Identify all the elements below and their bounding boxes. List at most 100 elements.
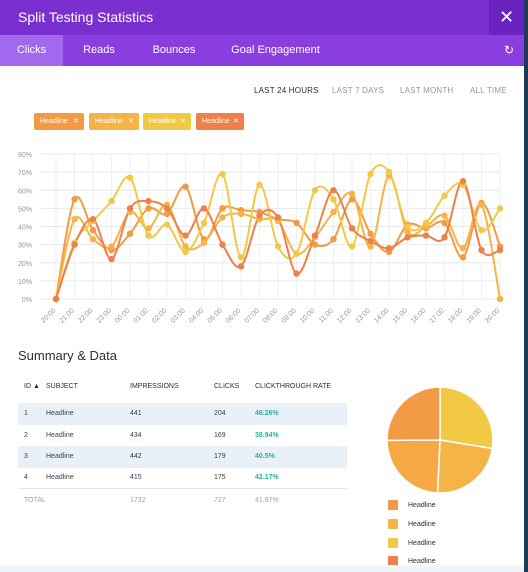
data-point[interactable] bbox=[385, 168, 393, 176]
remove-icon[interactable]: ✕ bbox=[128, 118, 134, 125]
data-point[interactable] bbox=[367, 237, 374, 245]
data-point[interactable] bbox=[441, 234, 448, 241]
data-point[interactable] bbox=[108, 197, 115, 205]
data-point[interactable] bbox=[71, 216, 78, 223]
pie-slice[interactable] bbox=[386, 386, 441, 442]
data-point[interactable] bbox=[496, 246, 504, 254]
data-point[interactable] bbox=[404, 223, 411, 230]
data-point[interactable] bbox=[293, 250, 300, 257]
data-point[interactable] bbox=[404, 228, 411, 236]
data-point[interactable] bbox=[459, 254, 467, 261]
tab-reads[interactable]: Reads bbox=[83, 44, 115, 56]
column-header-impressions[interactable]: IMPRESSIONS bbox=[130, 383, 179, 390]
data-point[interactable] bbox=[108, 243, 115, 250]
data-point[interactable] bbox=[348, 225, 356, 232]
data-point[interactable] bbox=[311, 187, 319, 194]
data-point[interactable] bbox=[163, 210, 171, 218]
pie-slice[interactable] bbox=[439, 386, 494, 450]
data-point[interactable] bbox=[71, 241, 78, 248]
data-point[interactable] bbox=[256, 181, 263, 189]
data-point[interactable] bbox=[348, 196, 356, 203]
data-point[interactable] bbox=[126, 205, 134, 212]
data-point[interactable] bbox=[182, 243, 189, 250]
data-point[interactable] bbox=[311, 232, 319, 239]
data-point[interactable] bbox=[237, 263, 245, 270]
remove-icon[interactable]: ✕ bbox=[233, 118, 239, 125]
data-point[interactable] bbox=[200, 239, 208, 247]
range-last-24-hours[interactable]: LAST 24 HOURS bbox=[254, 86, 319, 95]
data-point[interactable] bbox=[71, 196, 78, 203]
column-header-clicks[interactable]: CLICKS bbox=[214, 383, 240, 390]
data-point[interactable] bbox=[219, 241, 226, 248]
data-point[interactable] bbox=[89, 226, 97, 234]
data-point[interactable] bbox=[163, 221, 171, 228]
data-point[interactable] bbox=[330, 196, 337, 203]
data-point[interactable] bbox=[441, 219, 448, 227]
data-point[interactable] bbox=[459, 177, 467, 185]
data-point[interactable] bbox=[404, 234, 411, 241]
data-point[interactable] bbox=[163, 205, 171, 212]
data-point[interactable] bbox=[237, 210, 245, 218]
data-point[interactable] bbox=[108, 255, 115, 263]
data-point[interactable] bbox=[478, 226, 485, 234]
data-point[interactable] bbox=[478, 246, 485, 254]
data-point[interactable] bbox=[145, 225, 152, 232]
data-point[interactable] bbox=[496, 205, 504, 212]
data-point[interactable] bbox=[52, 295, 60, 303]
data-point[interactable] bbox=[385, 245, 393, 252]
data-point[interactable] bbox=[182, 248, 189, 256]
data-point[interactable] bbox=[145, 197, 152, 205]
data-point[interactable] bbox=[330, 187, 337, 194]
column-header-clickthrough-rate[interactable]: CLICKTHROUGH RATE bbox=[255, 383, 332, 390]
close-icon[interactable]: ✕ bbox=[489, 0, 524, 35]
data-point[interactable] bbox=[89, 216, 97, 223]
data-point[interactable] bbox=[367, 170, 374, 178]
data-point[interactable] bbox=[219, 205, 226, 212]
data-point[interactable] bbox=[496, 295, 504, 303]
data-point[interactable] bbox=[311, 241, 319, 248]
data-point[interactable] bbox=[459, 245, 467, 252]
remove-icon[interactable]: ✕ bbox=[73, 118, 79, 125]
range-last-7-days[interactable]: LAST 7 DAYS bbox=[332, 86, 385, 95]
data-point[interactable] bbox=[182, 183, 189, 190]
data-point[interactable] bbox=[219, 170, 226, 178]
data-point[interactable] bbox=[274, 214, 282, 221]
data-point[interactable] bbox=[200, 205, 208, 212]
range-all-time[interactable]: ALL TIME bbox=[470, 86, 507, 95]
pie-slice[interactable] bbox=[386, 439, 441, 494]
filter-chip[interactable]: Headline ✕ bbox=[34, 113, 84, 130]
tab-goal-engagement[interactable]: Goal Engagement bbox=[231, 44, 320, 56]
filter-chip[interactable]: Headline ✕ bbox=[196, 113, 244, 130]
data-point[interactable] bbox=[441, 212, 448, 219]
filter-chip[interactable]: Headline ✕ bbox=[89, 113, 139, 130]
refresh-icon[interactable]: ↻ bbox=[503, 43, 514, 57]
column-header-id[interactable]: ID ▲ bbox=[24, 383, 40, 390]
data-point[interactable] bbox=[145, 232, 152, 239]
range-last-month[interactable]: LAST MONTH bbox=[400, 86, 454, 95]
data-point[interactable] bbox=[145, 205, 152, 212]
data-point[interactable] bbox=[293, 270, 300, 277]
tab-bounces[interactable]: Bounces bbox=[152, 44, 196, 56]
data-point[interactable] bbox=[330, 208, 337, 216]
data-point[interactable] bbox=[293, 219, 300, 227]
data-point[interactable] bbox=[367, 230, 374, 237]
data-point[interactable] bbox=[256, 212, 263, 219]
pie-slice[interactable] bbox=[436, 439, 494, 494]
data-point[interactable] bbox=[126, 174, 134, 181]
data-point[interactable] bbox=[219, 214, 226, 221]
data-point[interactable] bbox=[478, 201, 485, 208]
data-point[interactable] bbox=[237, 254, 245, 261]
remove-icon[interactable]: ✕ bbox=[180, 118, 186, 125]
data-point[interactable] bbox=[126, 230, 134, 237]
data-point[interactable] bbox=[348, 243, 356, 250]
data-point[interactable] bbox=[422, 232, 430, 239]
data-point[interactable] bbox=[330, 235, 337, 243]
data-point[interactable] bbox=[367, 243, 374, 250]
data-point[interactable] bbox=[422, 219, 430, 227]
data-point[interactable] bbox=[274, 243, 282, 250]
data-point[interactable] bbox=[182, 232, 189, 239]
filter-chip[interactable]: Headline ✕ bbox=[143, 113, 191, 130]
column-header-subject[interactable]: SUBJECT bbox=[46, 383, 78, 390]
data-point[interactable] bbox=[348, 190, 356, 198]
data-point[interactable] bbox=[89, 235, 97, 243]
